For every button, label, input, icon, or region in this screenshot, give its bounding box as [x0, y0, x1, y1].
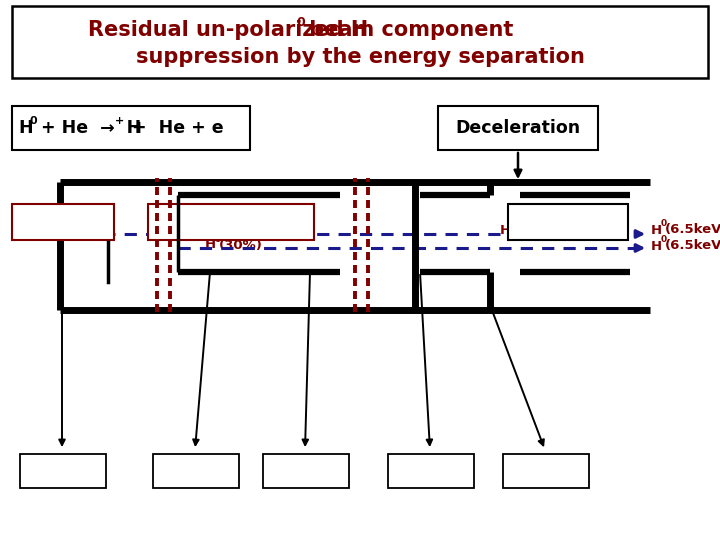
Text: + He  →  H: + He → H [35, 119, 141, 137]
Text: (6.5keV): (6.5keV) [665, 224, 720, 237]
Bar [508, 204, 628, 240]
Text: He-ionizer cell: He-ionizer cell [170, 214, 292, 230]
Text: -4.0 kV: -4.0 kV [167, 464, 225, 480]
Text: H: H [651, 240, 662, 253]
Text: H: H [651, 224, 662, 237]
Text: 0: 0 [27, 211, 35, 221]
Text: 0: 0 [661, 219, 667, 228]
Text: (2.5 keV): (2.5 keV) [514, 224, 582, 237]
Text: Deceleration: Deceleration [456, 119, 580, 137]
Text: H: H [205, 239, 216, 252]
Bar [153, 454, 239, 488]
Text: 0: 0 [661, 235, 667, 245]
Text: (6.5keV): (6.5keV) [665, 240, 720, 253]
Text: +  He + e: + He + e [120, 119, 224, 137]
Bar [503, 454, 589, 488]
Text: (30%): (30%) [219, 239, 263, 252]
Text: 0: 0 [215, 234, 221, 244]
Text: (6.5 keV): (6.5 keV) [32, 214, 110, 230]
Text: Rb -cell: Rb -cell [533, 213, 603, 231]
Text: -2-3 kV: -2-3 kV [402, 464, 460, 480]
Bar [148, 204, 314, 240]
Text: H: H [17, 214, 30, 230]
Text: -4.1 kV: -4.1 kV [277, 464, 335, 480]
Text: Residual un-polarized H: Residual un-polarized H [88, 20, 368, 40]
Bar [388, 454, 474, 488]
Text: +0.1kV: +0.1kV [516, 464, 576, 480]
Bar [12, 106, 250, 150]
Text: H: H [500, 224, 511, 237]
Text: 0: 0 [30, 116, 37, 126]
Text: 0: 0 [510, 219, 516, 228]
Text: H: H [18, 119, 32, 137]
Text: +: + [202, 219, 210, 228]
Bar [20, 454, 106, 488]
Bar [438, 106, 598, 150]
Bar [263, 454, 349, 488]
Text: 0: 0 [296, 16, 305, 29]
Bar [12, 6, 708, 78]
Text: +: + [115, 116, 125, 126]
Text: beam component: beam component [302, 20, 513, 40]
Bar [12, 204, 114, 240]
Text: suppression by the energy separation: suppression by the energy separation [135, 47, 585, 67]
Text: (70%): (70%) [207, 224, 251, 237]
Text: -4.1 kV: -4.1 kV [34, 464, 92, 480]
Text: H: H [192, 224, 203, 237]
